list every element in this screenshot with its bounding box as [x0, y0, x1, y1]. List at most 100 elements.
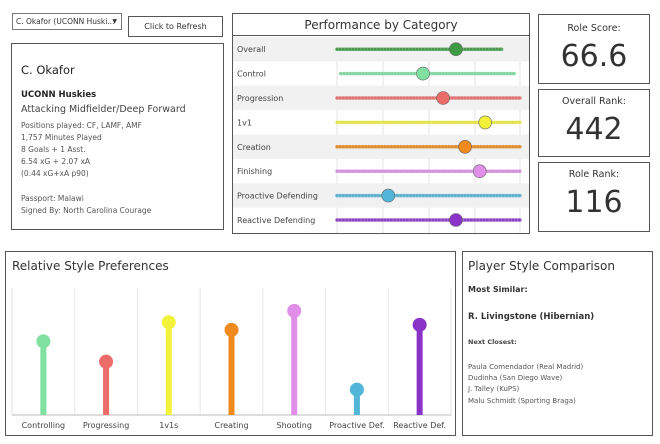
perf-peer-dot: [486, 194, 489, 197]
perf-peer-dot: [482, 194, 486, 197]
perf-peer-dot: [466, 194, 470, 197]
perf-peer-dot: [441, 218, 444, 222]
style-lollipop-head[interactable]: [287, 303, 302, 318]
perf-peer-dot: [486, 72, 490, 75]
perf-player-marker[interactable]: [449, 213, 463, 227]
perf-peer-dot: [473, 121, 476, 124]
perf-peer-dot: [441, 194, 444, 197]
player-profile-card: C. Okafor UCONN Huskies Attacking Midfie…: [11, 43, 224, 230]
style-lollipop-head[interactable]: [99, 354, 114, 369]
perf-player-marker[interactable]: [449, 42, 463, 56]
refresh-button[interactable]: Click to Refresh: [128, 16, 223, 37]
perf-peer-dot: [463, 218, 467, 222]
perf-peer-dot: [505, 169, 508, 173]
perf-peer-dot: [358, 169, 361, 173]
perf-peer-dot: [345, 218, 348, 222]
perf-peer-dot: [454, 96, 457, 100]
perf-peer-dot: [354, 218, 358, 222]
perf-peer-dot: [348, 194, 352, 197]
perf-peer-dot: [512, 72, 515, 75]
perf-peer-dot: [399, 145, 403, 149]
perf-player-marker[interactable]: [478, 115, 493, 130]
perf-peer-dot: [422, 145, 425, 149]
perf-peer-dot: [409, 47, 412, 51]
perf-peer-dot: [460, 96, 464, 100]
perf-peer-dot: [402, 145, 406, 149]
perf-peer-dot: [483, 72, 486, 75]
perf-player-marker[interactable]: [436, 91, 450, 105]
perf-peer-dot: [380, 47, 384, 51]
perf-peer-dot: [377, 218, 380, 222]
perf-peer-dot: [502, 121, 505, 124]
perf-peer-dot: [508, 121, 512, 124]
style-category-label: Reactive Def.: [393, 421, 446, 430]
perf-peer-dot: [434, 194, 438, 197]
perf-peer-dot: [345, 121, 348, 124]
player-select-value: C. Okafor (UCONN Huski...: [16, 17, 115, 26]
role-score-tile: Role Score: 66.6: [538, 14, 650, 84]
perf-peer-dot: [335, 145, 339, 149]
perf-peer-dot: [377, 121, 380, 124]
style-lollipop-head[interactable]: [224, 322, 239, 337]
perf-peer-dot: [367, 194, 371, 197]
perf-peer-dot: [345, 145, 348, 149]
perf-peer-dot: [473, 145, 476, 149]
perf-row-label: Reactive Defending: [237, 216, 315, 225]
perf-peer-dot: [489, 47, 492, 51]
perf-peer-dot: [393, 145, 396, 149]
perf-peer-dot: [476, 72, 480, 75]
perf-peer-dot: [358, 47, 361, 51]
perf-player-marker[interactable]: [381, 188, 396, 203]
minutes-played: 1,757 Minutes Played: [21, 133, 102, 142]
perf-peer-dot: [386, 218, 390, 222]
perf-peer-dot: [403, 72, 406, 75]
perf-peer-dot: [335, 194, 339, 197]
perf-peer-dot: [425, 169, 428, 173]
positions-played: Positions played: CF, LAMF, AMF: [21, 121, 142, 130]
style-lollipop-head[interactable]: [36, 334, 51, 349]
perf-peer-dot: [502, 194, 505, 197]
signed-by: Signed By: North Carolina Courage: [21, 206, 152, 215]
perf-peer-dot: [380, 145, 384, 149]
perf-peer-dot: [495, 47, 499, 51]
perf-player-marker[interactable]: [416, 66, 430, 81]
perf-peer-dot: [409, 194, 412, 197]
perf-peer-dot: [348, 72, 352, 75]
perf-peer-dot: [345, 194, 348, 197]
perf-peer-dot: [409, 121, 412, 124]
perf-peer-dot: [447, 194, 451, 197]
perf-peer-dot: [335, 169, 339, 173]
perf-peer-dot: [434, 169, 438, 173]
perf-peer-dot: [383, 218, 387, 222]
perf-peer-dot: [511, 194, 515, 197]
chevron-down-icon[interactable]: ▼: [112, 18, 117, 25]
style-lollipop-head[interactable]: [161, 315, 176, 330]
perf-peer-dot: [431, 47, 435, 51]
perf-peer-dot: [441, 72, 445, 75]
style-lollipop-head[interactable]: [412, 317, 427, 332]
perf-peer-dot: [473, 72, 477, 75]
perf-peer-dot: [466, 169, 470, 173]
perf-peer-dot: [396, 194, 400, 197]
perf-peer-dot: [482, 145, 486, 149]
perf-peer-dot: [380, 218, 384, 222]
player-select[interactable]: C. Okafor (UCONN Huski... ▼: [12, 13, 122, 30]
perf-peer-dot: [390, 96, 393, 100]
perf-player-marker[interactable]: [472, 164, 487, 178]
perf-peer-dot: [402, 96, 406, 100]
perf-peer-dot: [399, 194, 403, 197]
perf-peer-dot: [393, 72, 397, 75]
perf-peer-dot: [492, 194, 496, 197]
perf-player-marker[interactable]: [458, 140, 472, 154]
perf-peer-dot: [514, 169, 518, 173]
perf-peer-dot: [377, 72, 381, 75]
style-lollipop-head[interactable]: [349, 382, 364, 397]
perf-peer-dot: [486, 169, 489, 173]
perf-peer-dot: [409, 96, 412, 100]
perf-peer-dot: [396, 72, 400, 75]
perf-peer-dot: [496, 72, 499, 75]
perf-peer-dot: [354, 194, 358, 197]
perf-peer-dot: [415, 169, 419, 173]
perf-peer-dot: [387, 72, 390, 75]
perf-peer-dot: [412, 72, 416, 75]
